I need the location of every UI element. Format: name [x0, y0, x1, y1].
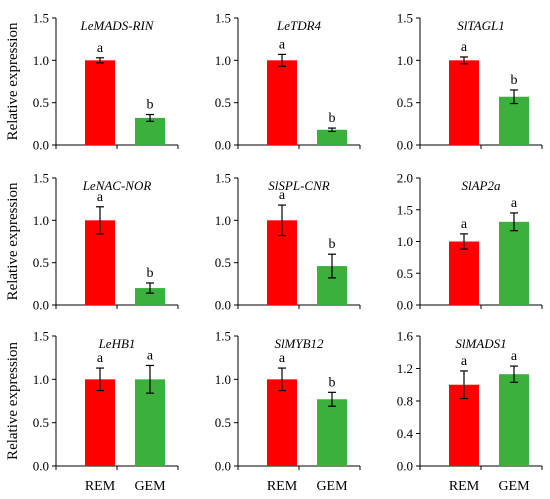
y-tick-label: 0.0: [33, 138, 49, 153]
y-tick-label: 1.5: [215, 11, 231, 26]
y-tick-label: 0.4: [397, 426, 414, 441]
y-tick-label: 1.0: [33, 372, 49, 387]
significance-letter: a: [279, 351, 286, 366]
significance-letter: a: [461, 217, 468, 232]
y-tick-label: 1.5: [33, 171, 49, 186]
y-tick-label: 0.5: [397, 95, 413, 110]
x-category-label: GEM: [316, 479, 348, 494]
y-tick-label: 0.5: [215, 415, 231, 430]
bar-rem: [85, 60, 115, 146]
bar-gem: [135, 117, 165, 145]
x-category-label: GEM: [134, 479, 166, 494]
panel-title: LeTDR4: [276, 18, 322, 33]
y-tick-label: 0.0: [33, 298, 49, 313]
y-tick-label: 0.0: [33, 459, 49, 474]
y-tick-label: 0.5: [33, 95, 49, 110]
significance-letter: b: [511, 73, 518, 88]
panel-title: LeHB1: [98, 336, 136, 351]
panel-title: SlSPL-CNR: [268, 178, 329, 193]
y-tick-label: 0.5: [33, 415, 49, 430]
y-tick-label: 1.5: [215, 171, 231, 186]
significance-letter: a: [511, 349, 518, 364]
y-tick-label: 0.0: [215, 459, 231, 474]
y-tick-label: 1.5: [33, 329, 49, 344]
panel-title: SlMADS1: [455, 336, 506, 351]
y-tick-label: 0.0: [397, 298, 413, 313]
y-axis-title: Relative expression: [5, 182, 21, 300]
bar-rem: [85, 379, 115, 466]
bar-rem: [267, 379, 297, 466]
significance-letter: b: [147, 98, 154, 113]
bar-rem: [267, 60, 297, 146]
y-tick-label: 1.5: [397, 11, 413, 26]
x-category-label: REM: [267, 479, 298, 494]
panel-title: LeNAC-NOR: [82, 178, 152, 193]
significance-letter: b: [329, 111, 336, 126]
panel-title: SlTAGL1: [457, 18, 504, 33]
y-tick-label: 2.0: [397, 171, 413, 186]
y-tick-label: 1.2: [397, 361, 413, 376]
significance-letter: a: [461, 40, 468, 55]
x-category-label: REM: [85, 479, 116, 494]
significance-letter: a: [461, 354, 468, 369]
y-tick-label: 1.0: [215, 213, 231, 228]
panel-title: LeMADS-RIN: [80, 18, 155, 33]
y-tick-label: 1.6: [397, 329, 414, 344]
y-tick-label: 1.0: [215, 372, 231, 387]
significance-letter: a: [97, 190, 104, 205]
bar-gem: [135, 288, 165, 305]
y-tick-label: 0.5: [397, 266, 413, 281]
y-tick-label: 0.5: [33, 255, 49, 270]
bar-rem: [449, 241, 479, 305]
bar-gem: [499, 221, 529, 305]
significance-letter: a: [279, 188, 286, 203]
significance-letter: a: [97, 351, 104, 366]
y-tick-label: 0.0: [215, 138, 231, 153]
y-tick-label: 1.5: [215, 329, 231, 344]
y-tick-label: 1.0: [33, 213, 49, 228]
y-tick-label: 0.0: [397, 459, 413, 474]
bar-rem: [449, 60, 479, 146]
y-tick-label: 1.5: [33, 11, 49, 26]
y-tick-label: 1.5: [397, 202, 413, 217]
y-tick-label: 1.0: [397, 234, 413, 249]
y-tick-label: 1.0: [397, 53, 413, 68]
y-tick-label: 0.0: [397, 138, 413, 153]
significance-letter: b: [329, 237, 336, 252]
panel-title: SlMYB12: [274, 336, 324, 351]
bar-gem: [317, 399, 347, 466]
significance-letter: a: [511, 196, 518, 211]
y-tick-label: 0.8: [397, 394, 413, 409]
significance-letter: a: [147, 348, 154, 363]
x-category-label: REM: [449, 479, 480, 494]
y-tick-label: 0.5: [215, 95, 231, 110]
y-axis-title: Relative expression: [5, 342, 21, 460]
bar-gem: [499, 96, 529, 145]
bar-gem: [499, 374, 529, 466]
y-tick-label: 1.0: [33, 53, 49, 68]
bar-gem: [317, 129, 347, 145]
significance-letter: a: [97, 41, 104, 56]
significance-letter: a: [279, 37, 286, 52]
x-category-label: GEM: [498, 479, 530, 494]
significance-letter: b: [147, 266, 154, 281]
y-axis-title: Relative expression: [5, 22, 21, 140]
y-tick-label: 1.0: [215, 53, 231, 68]
significance-letter: b: [329, 375, 336, 390]
y-tick-label: 0.5: [215, 255, 231, 270]
panel-title: SlAP2a: [462, 178, 501, 193]
y-tick-label: 0.0: [215, 298, 231, 313]
